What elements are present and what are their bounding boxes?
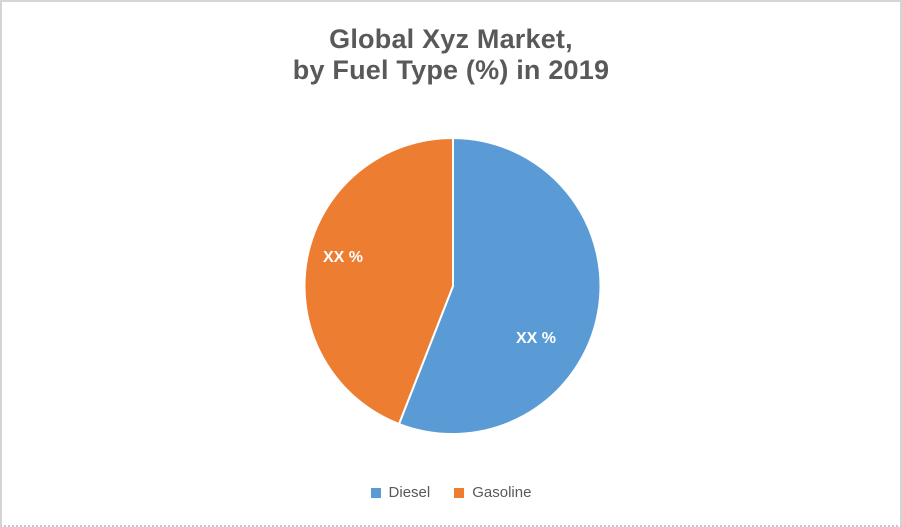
pie-chart bbox=[303, 136, 602, 435]
data-label-diesel: XX % bbox=[515, 330, 557, 347]
legend-label-diesel: Diesel bbox=[388, 484, 431, 501]
data-label-gasoline: XX % bbox=[322, 249, 364, 266]
legend-item-gasoline[interactable]: Gasoline bbox=[454, 484, 531, 501]
pie-slice-gasoline[interactable] bbox=[303, 136, 454, 425]
chart-title: Global Xyz Market, by Fuel Type (%) in 2… bbox=[2, 24, 900, 86]
legend-swatch-gasoline-icon bbox=[454, 487, 465, 498]
pie-slice-diesel[interactable] bbox=[398, 137, 602, 435]
legend: Diesel Gasoline bbox=[2, 484, 900, 501]
legend-swatch-diesel-icon bbox=[370, 487, 381, 498]
chart-title-line1: Global Xyz Market, bbox=[329, 24, 573, 54]
legend-item-diesel[interactable]: Diesel bbox=[370, 484, 431, 501]
legend-label-gasoline: Gasoline bbox=[472, 484, 532, 501]
chart-title-line2: by Fuel Type (%) in 2019 bbox=[292, 55, 610, 85]
